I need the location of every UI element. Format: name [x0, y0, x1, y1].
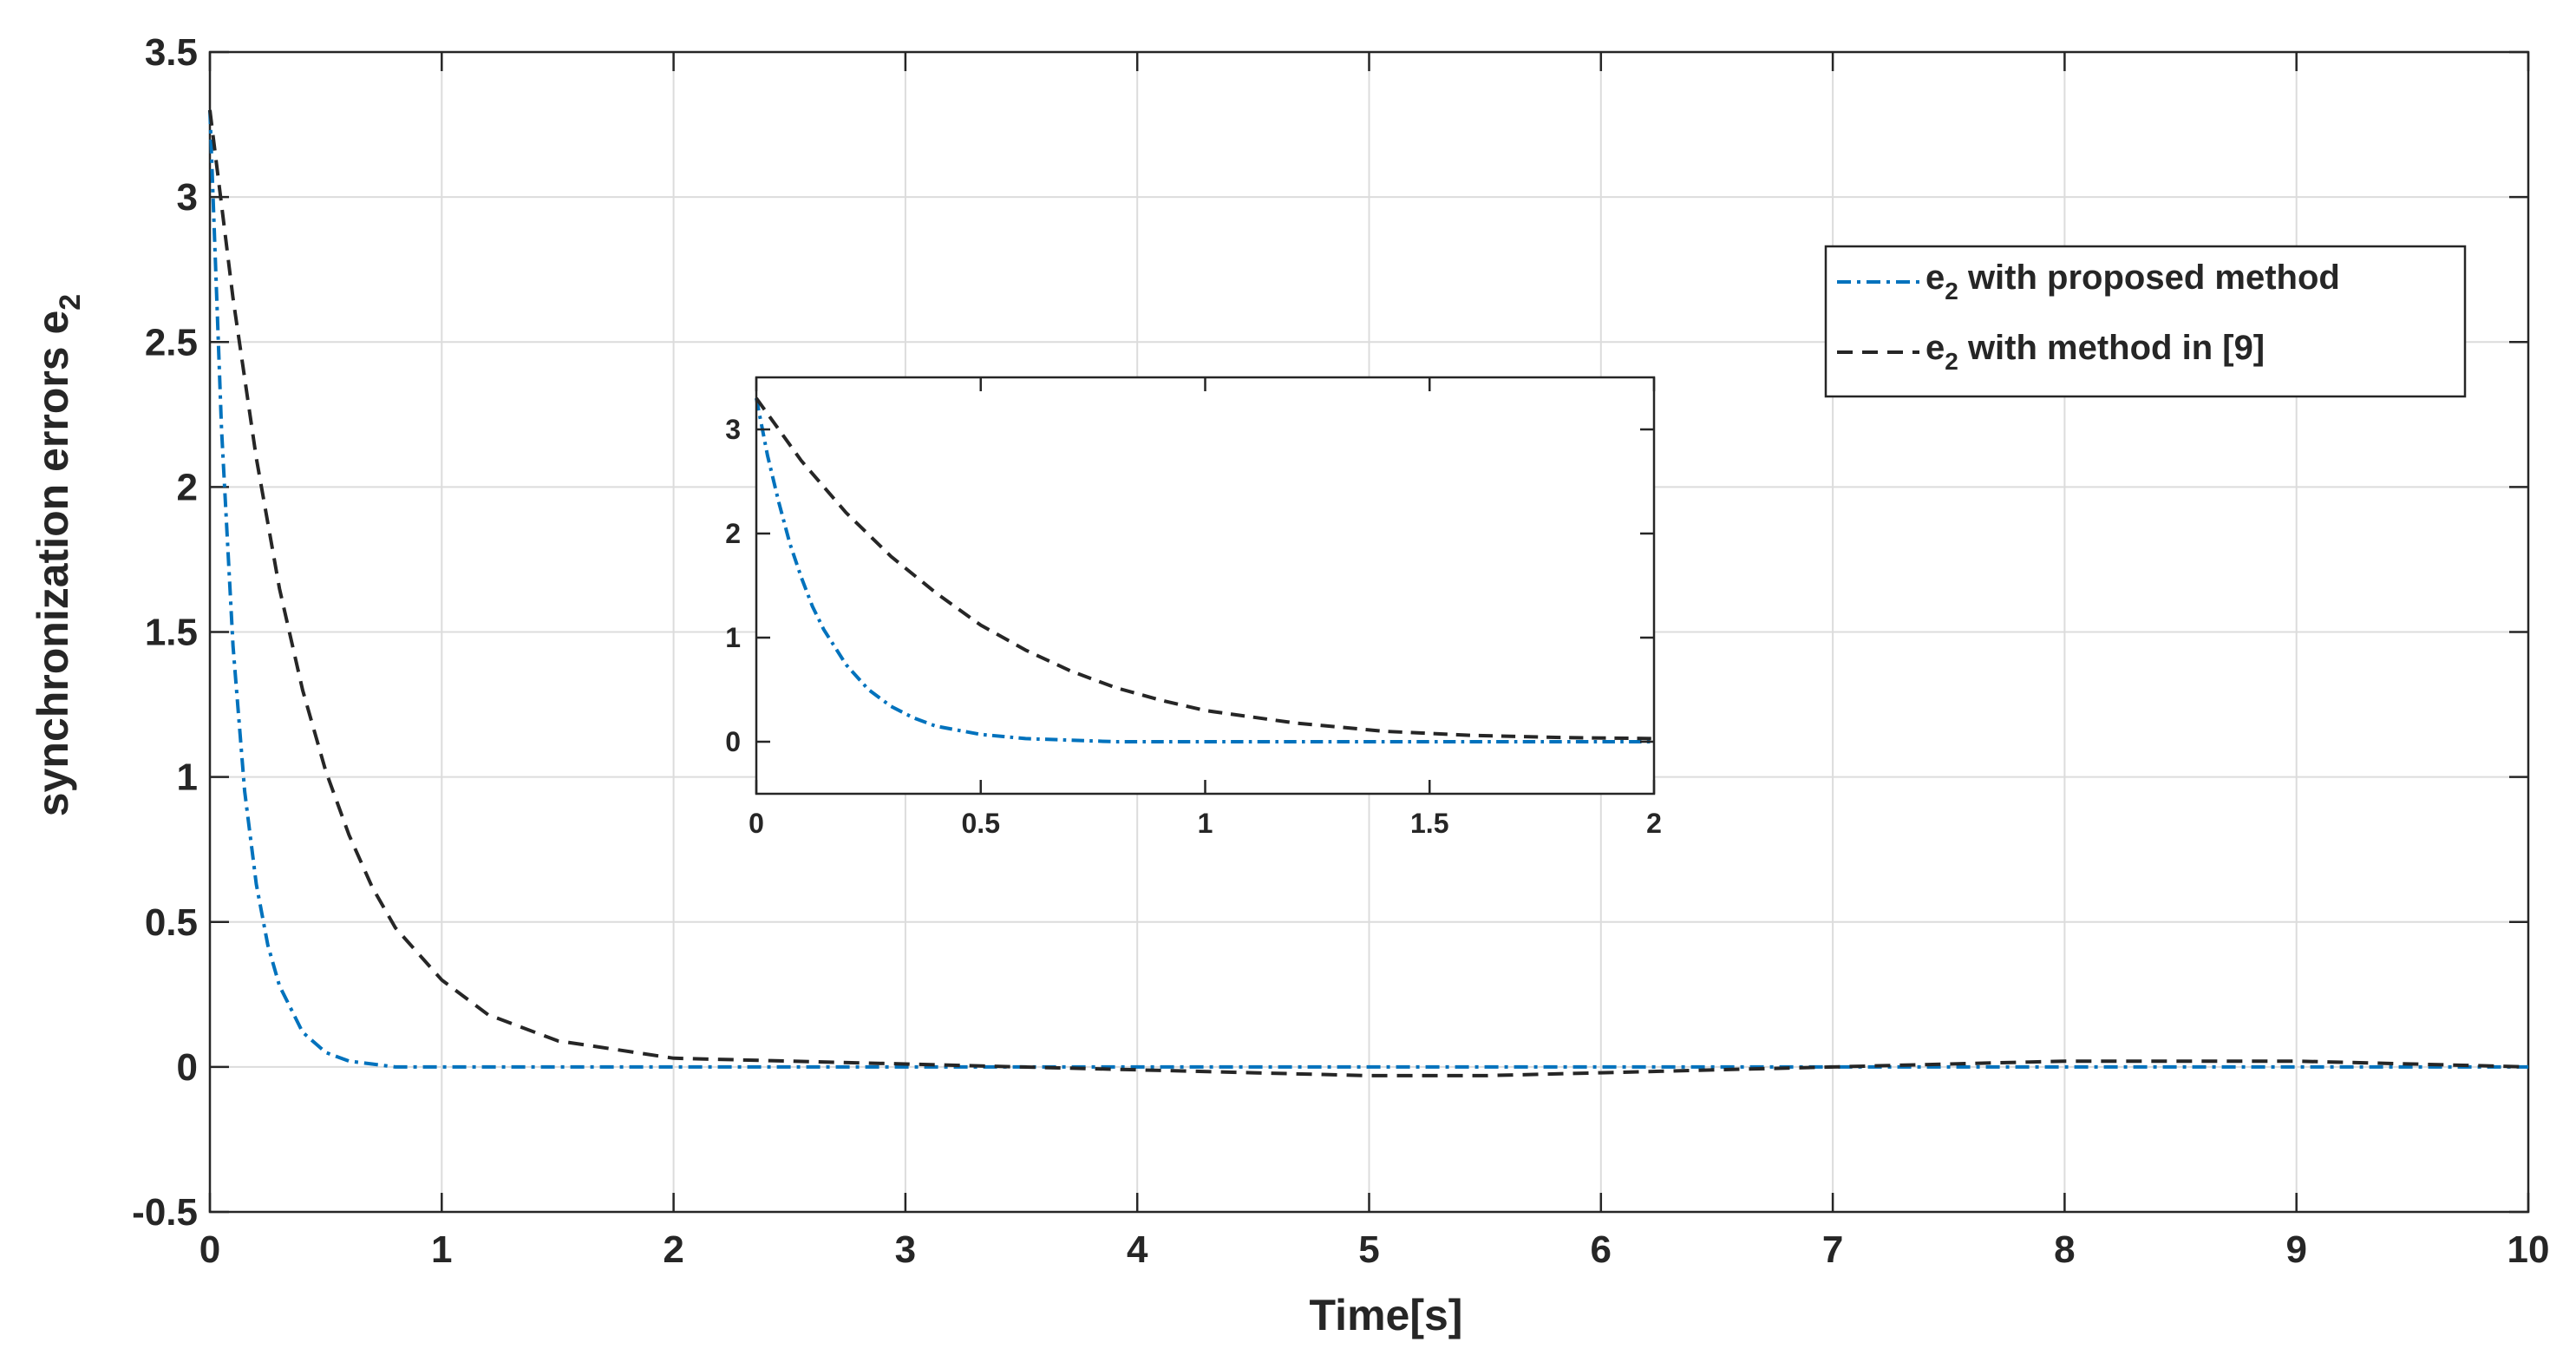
legend: e2 with proposed method e2 with method i… — [1824, 245, 2467, 398]
inset-y-tick-labels: 0 1 2 3 — [725, 414, 741, 757]
x-tick-label-2: 2 — [663, 1228, 683, 1271]
x-tick-label-3: 1.5 — [1410, 808, 1448, 839]
x-tick-label-7: 7 — [1822, 1228, 1843, 1271]
x-tick-label-4: 4 — [1127, 1228, 1148, 1271]
main-tick-marks — [208, 50, 2530, 1214]
legend-label-method9-main: e — [1925, 329, 1945, 367]
x-tick-label-1: 0.5 — [962, 808, 1000, 839]
x-axis-title: Time[s] — [1310, 1291, 1463, 1339]
y-tick-label-3: 3 — [725, 414, 741, 445]
legend-label-method9: e2 with method in [9] — [1925, 329, 2265, 375]
y-tick-label-1: 1 — [725, 622, 741, 653]
y-tick-label-2: 0.5 — [145, 901, 198, 944]
legend-label-method9-subscript: 2 — [1945, 348, 1958, 375]
main-series-line-method9 — [208, 109, 2529, 1077]
main-series-line-proposed — [208, 109, 2528, 1069]
x-tick-label-9: 9 — [2285, 1228, 2306, 1271]
legend-label-method9-rest: with method in [9] — [1958, 329, 2265, 367]
y-tick-label-8: 3.5 — [145, 31, 198, 74]
y-tick-label-6: 2.5 — [145, 321, 198, 363]
y-tick-label-1: 0 — [177, 1046, 198, 1089]
x-tick-label-5: 5 — [1358, 1228, 1379, 1271]
x-tick-label-8: 8 — [2054, 1228, 2075, 1271]
x-tick-label-4: 2 — [1646, 808, 1662, 839]
y-tick-label-5: 2 — [177, 466, 198, 508]
y-tick-label-2: 2 — [725, 518, 741, 549]
main-y-tick-labels: -0.5 0 0.5 1 1.5 2 2.5 3 3.5 — [132, 31, 198, 1234]
y-tick-label-0: -0.5 — [132, 1191, 198, 1234]
y-tick-label-0: 0 — [725, 726, 741, 757]
y-tick-label-4: 1.5 — [145, 612, 198, 654]
x-tick-label-3: 3 — [895, 1228, 916, 1271]
y-tick-label-7: 3 — [177, 176, 198, 219]
main-x-tick-labels: 0 1 2 3 4 5 6 7 8 9 10 — [199, 1228, 2550, 1271]
y-axis-title-subscript: 2 — [54, 294, 87, 311]
inset-series-lines — [755, 396, 1655, 743]
y-tick-label-3: 1 — [177, 756, 198, 799]
legend-label-proposed-main: e — [1925, 259, 1945, 297]
inset-x-tick-labels: 0 0.5 1 1.5 2 — [749, 808, 1662, 839]
x-tick-label-10: 10 — [2507, 1228, 2550, 1271]
x-tick-label-1: 1 — [431, 1228, 452, 1271]
y-axis-title: synchronization errors e2 — [29, 294, 87, 816]
legend-label-proposed-subscript: 2 — [1945, 278, 1958, 304]
x-tick-label-0: 0 — [749, 808, 764, 839]
main-series-lines — [208, 109, 2529, 1077]
x-tick-label-2: 1 — [1198, 808, 1213, 839]
inset-background — [756, 377, 1654, 794]
x-tick-label-0: 0 — [199, 1228, 220, 1271]
legend-label-proposed: e2 with proposed method — [1925, 259, 2340, 304]
inset-series-line-proposed — [755, 397, 1654, 743]
x-tick-label-6: 6 — [1591, 1228, 1612, 1271]
legend-label-proposed-rest: with proposed method — [1958, 259, 2340, 297]
legend-box — [1824, 245, 2467, 398]
inset-tick-marks — [755, 377, 1656, 794]
inset-plot: 0 0.5 1 1.5 2 0 1 2 3 — [725, 376, 1662, 839]
y-axis-title-main: synchronization errors e — [29, 311, 77, 817]
